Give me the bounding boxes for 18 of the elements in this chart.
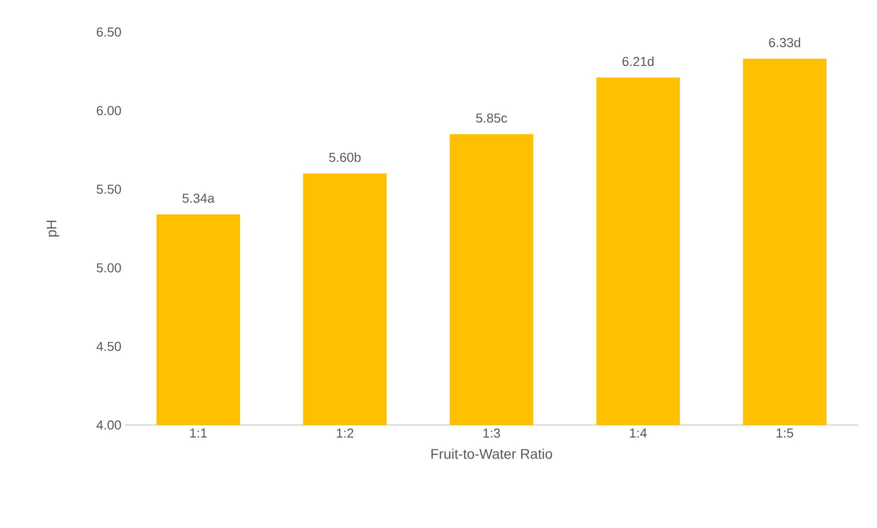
y-tick-label: 4.00 <box>96 420 121 430</box>
y-tick-label: 6.00 <box>96 106 121 116</box>
x-tick-label: 1:1 <box>190 428 207 438</box>
data-label: 6.33d <box>769 38 800 48</box>
y-tick-label: 5.50 <box>96 184 121 194</box>
data-label: 5.34a <box>182 194 215 203</box>
data-label: 5.85c <box>476 113 508 123</box>
x-tick-label: 1:5 <box>776 428 794 438</box>
x-axis-title: Fruit-to-Water Ratio <box>431 448 552 459</box>
y-tick-label: 4.50 <box>96 342 121 352</box>
y-tick-label: 5.00 <box>96 263 121 272</box>
x-tick-label: 1:3 <box>483 428 500 438</box>
x-tick-label: 1:2 <box>336 428 354 438</box>
y-axis-title: pH <box>46 220 60 237</box>
data-label: 6.21d <box>622 56 654 66</box>
data-label: 5.60b <box>329 152 361 162</box>
x-tick-label: 1:4 <box>630 428 647 438</box>
y-tick-label: 6.50 <box>96 27 121 37</box>
